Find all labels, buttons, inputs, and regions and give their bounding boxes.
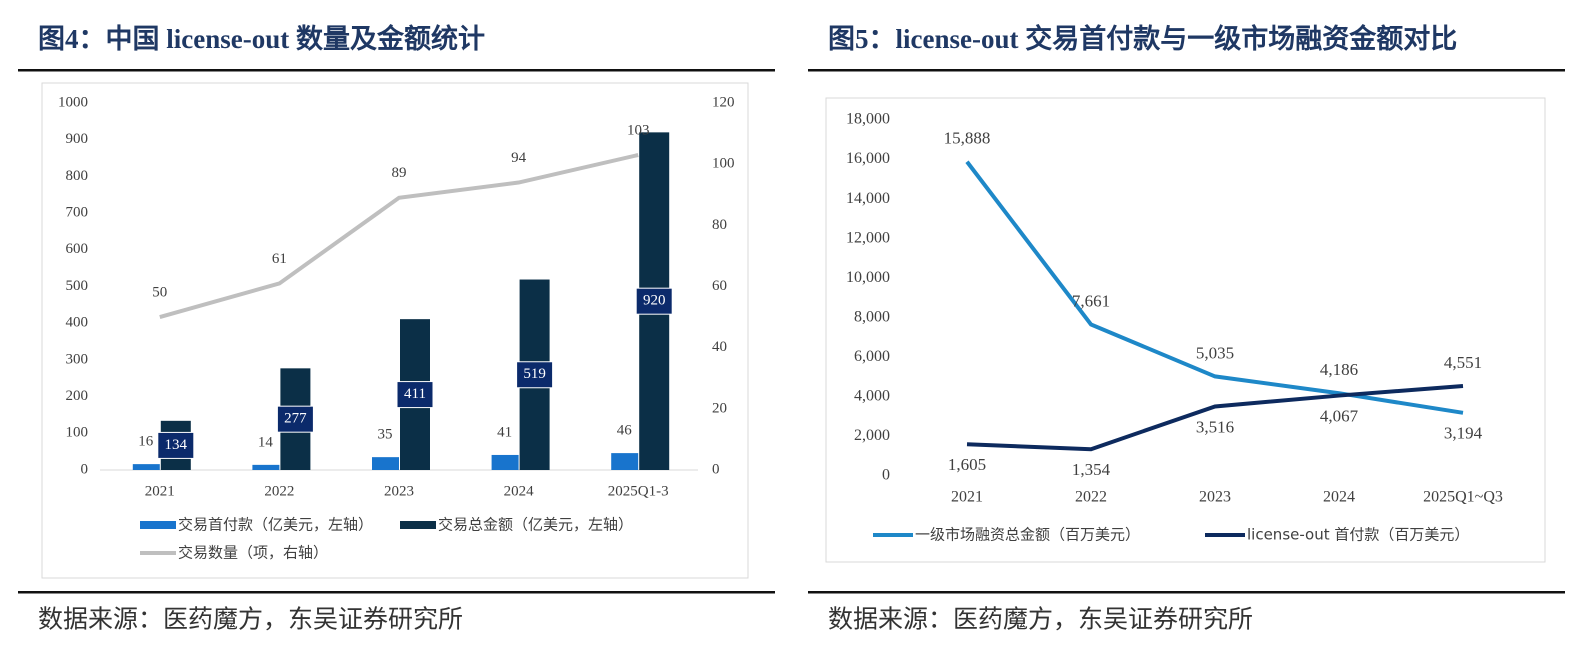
legend-label: 一级市场融资总金额（百万美元） — [915, 526, 1140, 544]
label-box — [516, 361, 554, 389]
y-tick-label: 18,000 — [846, 111, 890, 128]
data-label: 41 — [497, 424, 512, 440]
bar — [252, 464, 280, 470]
data-label: 920 — [643, 293, 666, 309]
legend-label: 交易总金额（亿美元，左轴） — [438, 516, 633, 534]
data-label: 4,551 — [1444, 353, 1482, 372]
y-tick-label: 700 — [66, 205, 89, 221]
x-tick-label: 2024 — [1323, 489, 1355, 506]
y-tick-label: 1000 — [58, 94, 88, 110]
x-tick-label: 2024 — [504, 483, 535, 499]
y-tick-label: 0 — [81, 461, 89, 477]
data-label: 277 — [284, 411, 307, 427]
y-tick-label: 8,000 — [854, 308, 890, 325]
data-label: 35 — [378, 427, 393, 443]
y-tick-label: 200 — [66, 388, 89, 404]
data-label: 94 — [511, 150, 527, 166]
data-label: 50 — [152, 285, 167, 301]
y-tick-label: 400 — [66, 315, 89, 331]
data-label: 4,067 — [1320, 406, 1359, 425]
data-label: 14 — [258, 434, 274, 450]
data-label: 1,354 — [1072, 460, 1111, 479]
line — [159, 153, 639, 320]
data-label: 1,605 — [948, 455, 986, 474]
y-tick-label: 2,000 — [854, 427, 890, 444]
legend-swatch — [140, 521, 176, 529]
data-label: 16 — [138, 434, 154, 450]
title-rule — [18, 69, 775, 72]
label-box — [157, 431, 195, 459]
y-tick-label: 500 — [66, 278, 89, 294]
y-tick-label: 16,000 — [846, 150, 890, 167]
bar — [132, 464, 160, 470]
data-label: 134 — [165, 437, 188, 453]
y2-tick-label: 20 — [712, 400, 727, 416]
source-note: 数据来源：医药魔方，东吴证券研究所 — [828, 606, 1253, 634]
line — [965, 160, 1464, 415]
y-tick-label: 14,000 — [846, 190, 890, 207]
data-label: 7,661 — [1072, 291, 1110, 310]
data-label: 89 — [392, 165, 407, 181]
legend-label: license-out 首付款（百万美元） — [1247, 526, 1469, 544]
x-tick-label: 2021 — [951, 489, 983, 506]
x-tick-label: 2022 — [264, 483, 294, 499]
source-rule — [808, 591, 1565, 594]
data-label: 15,888 — [944, 129, 991, 148]
title-rule — [808, 69, 1565, 72]
chart-box — [41, 82, 749, 579]
label-box — [276, 405, 314, 433]
y2-tick-label: 80 — [712, 217, 727, 233]
y-tick-label: 6,000 — [854, 348, 890, 365]
x-tick-label: 2022 — [1075, 489, 1107, 506]
bar — [491, 454, 519, 470]
y2-tick-label: 40 — [712, 339, 727, 355]
data-label: 519 — [523, 366, 546, 382]
bar — [372, 457, 399, 470]
legend-label: 交易数量（项，右轴） — [178, 544, 328, 562]
x-tick-label: 2021 — [145, 483, 175, 499]
data-label: 5,035 — [1196, 343, 1234, 362]
x-tick-label: 2023 — [1199, 489, 1231, 506]
y-tick-label: 0 — [882, 467, 890, 484]
label-box — [396, 381, 434, 409]
y-tick-label: 100 — [66, 425, 89, 441]
y-tick-label: 12,000 — [846, 229, 890, 246]
legend-swatch — [400, 521, 436, 529]
label-box — [635, 287, 673, 315]
legend-label: 交易首付款（亿美元，左轴） — [178, 516, 373, 534]
y2-tick-label: 100 — [712, 156, 735, 172]
y-tick-label: 4,000 — [854, 388, 890, 405]
bar — [611, 453, 639, 470]
chart-box — [825, 97, 1546, 563]
figure-title: 图5：license-out 交易首付款与一级市场融资金额对比 — [828, 23, 1457, 54]
y-tick-label: 10,000 — [846, 269, 890, 286]
y2-tick-label: 0 — [712, 461, 720, 477]
y-tick-label: 900 — [66, 131, 89, 147]
data-label: 3,194 — [1444, 424, 1483, 443]
source-rule — [18, 591, 775, 594]
y-tick-label: 600 — [66, 241, 89, 257]
line — [966, 383, 1464, 452]
x-tick-label: 2025Q1-3 — [608, 483, 669, 499]
data-label: 4,186 — [1320, 360, 1358, 379]
y2-tick-label: 120 — [712, 94, 735, 110]
data-label: 46 — [617, 423, 633, 439]
y-tick-label: 800 — [66, 168, 89, 184]
data-label: 103 — [627, 122, 650, 138]
y2-tick-label: 60 — [712, 278, 727, 294]
x-tick-label: 2025Q1~Q3 — [1423, 489, 1503, 506]
x-tick-label: 2023 — [384, 483, 414, 499]
data-label: 3,516 — [1196, 417, 1234, 436]
figure-title: 图4：中国 license-out 数量及金额统计 — [38, 23, 485, 54]
source-note: 数据来源：医药魔方，东吴证券研究所 — [38, 606, 463, 634]
y-tick-label: 300 — [66, 351, 89, 367]
data-label: 411 — [404, 386, 426, 402]
data-label: 61 — [272, 251, 287, 267]
